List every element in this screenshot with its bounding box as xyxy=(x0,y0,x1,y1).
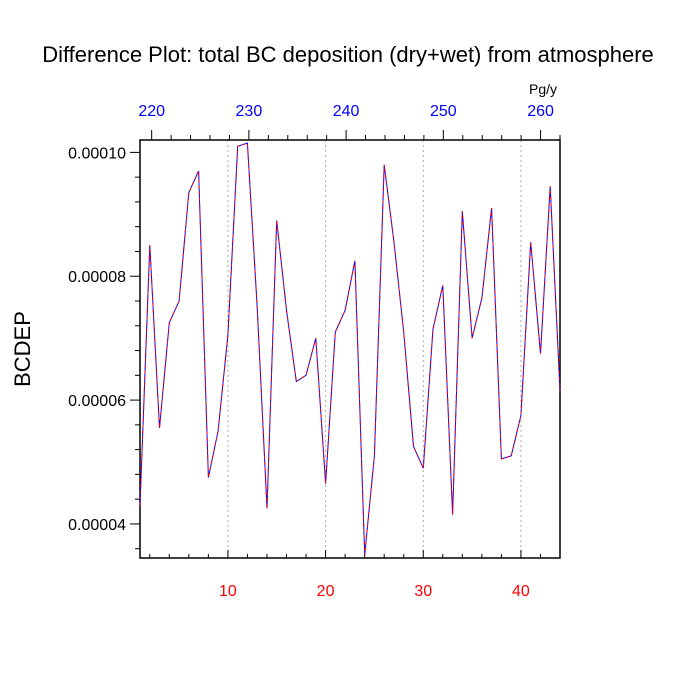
x-tick-label-bottom: 40 xyxy=(512,583,530,600)
x-tick-label-bottom: 30 xyxy=(414,583,432,600)
y-tick-label: 0.00008 xyxy=(68,269,126,286)
x-tick-label-top: 230 xyxy=(236,103,263,120)
y-tick-label: 0.00010 xyxy=(68,145,126,162)
top-axis-unit-label: Pg/y xyxy=(529,81,557,97)
x-tick-label-top: 250 xyxy=(430,103,457,120)
series-line-red-dashed xyxy=(139,142,561,555)
y-axis-label: BCDEP xyxy=(10,311,35,387)
series-line-blue xyxy=(139,142,561,555)
chart-title: Difference Plot: total BC deposition (dr… xyxy=(42,42,654,67)
series-lines xyxy=(139,142,561,555)
axis-ticks: 10 20 30 40 220 230 240 250 260 0.00004 0.00006 0.0… xyxy=(68,103,561,600)
grid-lines xyxy=(227,140,522,558)
x-tick-label-top: 260 xyxy=(527,103,554,120)
plot-frame xyxy=(139,139,561,559)
y-tick-label: 0.00006 xyxy=(68,393,126,410)
x-tick-label-bottom: 10 xyxy=(219,583,237,600)
x-tick-label-top: 240 xyxy=(333,103,360,120)
x-tick-label-top: 220 xyxy=(138,103,165,120)
x-tick-label-bottom: 20 xyxy=(317,583,335,600)
y-tick-label: 0.00004 xyxy=(68,517,126,534)
